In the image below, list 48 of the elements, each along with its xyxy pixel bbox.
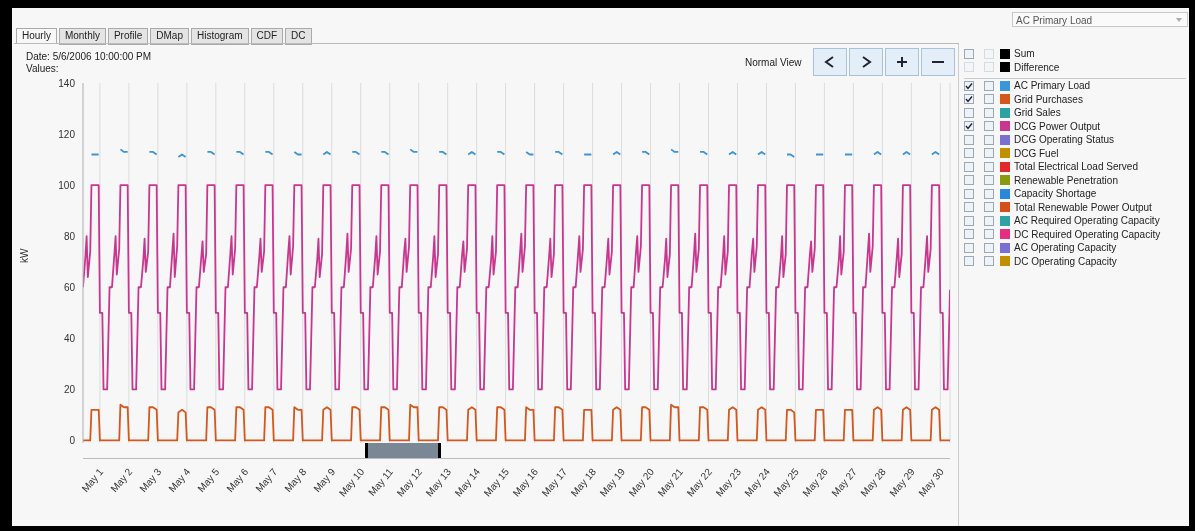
x-tick-label: May 2 [108,465,135,495]
text: Values: [26,63,60,75]
text: DC Operating Capacity [1014,255,1117,267]
y-tick-label: 40 [63,332,76,344]
text: DCG Operating Status [1014,134,1115,146]
text: DMap [150,28,189,45]
text: DCG Fuel [1014,147,1059,159]
y-tick-label: 0 [69,435,76,446]
x-tick-label: May 8 [282,465,309,495]
text: Renewable Penetration [1014,174,1118,186]
text: Monthly [58,28,106,45]
text: Total Electrical Load Served [1014,161,1138,173]
x-tick-label: May 4 [166,465,193,495]
y-tick-label: 80 [63,230,76,242]
text: Histogram [190,28,249,45]
legend-label: Grid Purchases [1014,93,1083,105]
text: Hourly [16,28,57,44]
legend-label: DCG Power Output [1014,120,1101,132]
text: CDF [250,28,284,45]
y-tick-label: 60 [63,281,76,293]
x-tick-label: May 1 [79,465,106,495]
y-tick-label: 20 [63,383,76,395]
x-tick-label: May 5 [195,465,222,495]
text: Normal View [745,57,802,68]
x-tick-label: May 3 [137,465,164,495]
text: DC Required Operating Capacity [1014,228,1161,240]
x-tick-label: May 11 [366,465,396,498]
y-tick-label: 100 [58,179,76,191]
text: Difference [1014,61,1060,73]
text: AC Primary Load [1012,12,1188,27]
x-tick-label: May 9 [311,465,338,495]
y-tick-label: 120 [58,128,76,140]
text: Total Renewable Power Output [1014,201,1152,213]
text: Date: 5/6/2006 10:00:00 PM [26,51,152,63]
text: AC Operating Capacity [1014,242,1117,254]
text: Grid Sales [1014,107,1061,119]
x-tick-label: May 7 [253,465,280,495]
line-series [83,184,950,391]
x-tick-label: May 6 [224,465,251,495]
text: Capacity Shortage [1014,188,1097,200]
text: AC Required Operating Capacity [1014,215,1160,227]
text: Sum [1014,48,1035,60]
text: DC [285,28,312,45]
legend-label: AC Primary Load [1014,80,1091,92]
text: Profile [107,28,149,45]
line-series [83,403,950,442]
y-tick-label: 140 [58,77,76,89]
y-axis-title: kW [18,248,30,263]
